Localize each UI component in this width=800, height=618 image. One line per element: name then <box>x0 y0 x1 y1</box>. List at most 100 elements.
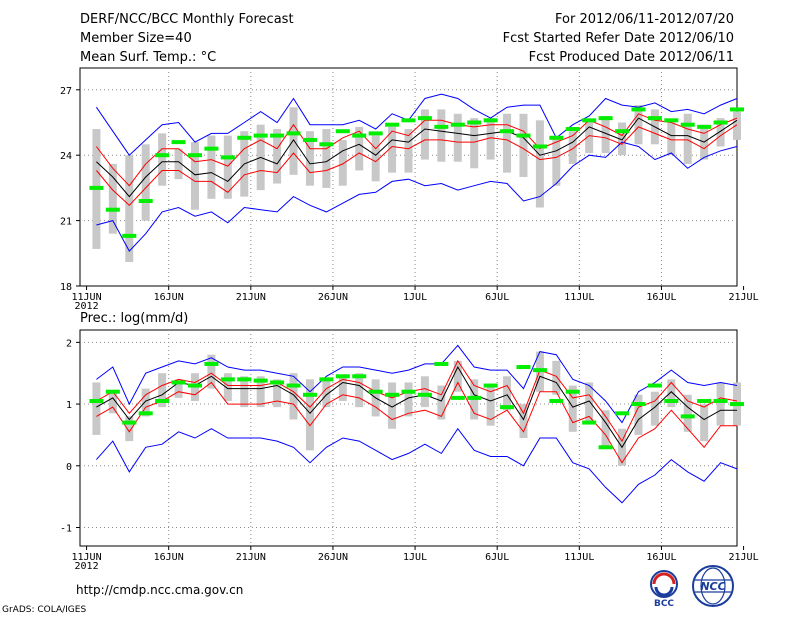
observed-marker <box>467 120 482 125</box>
spread-box <box>437 385 446 420</box>
spread-box <box>338 139 347 186</box>
spread-box <box>552 137 561 186</box>
observed-marker <box>237 377 252 382</box>
x-tick-label: 21JUL <box>729 552 759 563</box>
spread-box <box>486 385 495 426</box>
spread-box <box>683 394 692 432</box>
spread-box <box>355 373 364 408</box>
spread-box <box>601 115 610 154</box>
observed-marker <box>253 133 268 138</box>
observed-marker <box>631 107 646 112</box>
observed-marker <box>204 361 219 366</box>
spread-box <box>650 391 659 426</box>
spread-box <box>305 131 314 186</box>
spread-box <box>667 379 676 408</box>
y-tick-label: 18 <box>60 282 72 293</box>
observed-marker <box>253 378 268 383</box>
observed-marker <box>401 118 416 123</box>
x-tick-label: 16JUL <box>646 292 676 303</box>
spread-box <box>256 376 265 408</box>
spread-box <box>223 373 232 401</box>
spread-box <box>535 120 544 208</box>
observed-marker <box>697 398 712 403</box>
x-tick-label: 16JUL <box>646 552 676 563</box>
spread-box <box>273 129 282 184</box>
observed-marker <box>187 383 202 388</box>
observed-marker <box>417 392 432 397</box>
spread-box <box>289 373 298 420</box>
spread-box <box>289 107 298 175</box>
variable-label: Mean Surf. Temp.: °C <box>80 50 217 65</box>
observed-marker <box>401 389 416 394</box>
spread-box <box>420 109 429 160</box>
x-year-label: 2012 <box>75 561 99 572</box>
observed-marker <box>565 389 580 394</box>
observed-marker <box>483 383 498 388</box>
observed-marker <box>500 405 515 410</box>
bcc-logo: BCC <box>650 570 678 607</box>
observed-marker <box>615 129 630 134</box>
observed-marker <box>286 131 301 136</box>
spread-box <box>618 122 627 156</box>
observed-marker <box>302 392 317 397</box>
spread-box <box>470 118 479 169</box>
observed-marker <box>286 383 301 388</box>
spread-box <box>388 382 397 429</box>
observed-marker <box>516 133 531 138</box>
x-tick-label: 1JUL <box>403 552 427 563</box>
footer-url[interactable]: http://cmdp.ncc.cma.gov.cn <box>76 583 244 597</box>
observed-marker <box>713 398 728 403</box>
observed-marker <box>155 398 170 403</box>
observed-marker <box>105 389 120 394</box>
x-tick-label: 21JUN <box>236 292 266 303</box>
spread-box <box>371 135 380 182</box>
spread-box <box>453 360 462 392</box>
bcc-logo-text: BCC <box>654 599 674 607</box>
spread-box <box>552 360 561 395</box>
upper-line <box>96 113 738 187</box>
spread-box <box>141 388 150 417</box>
x-tick-label: 11JUN <box>72 552 102 563</box>
x-tick-label: 16JUN <box>154 552 184 563</box>
observed-marker <box>270 380 285 385</box>
spread-box <box>420 376 429 408</box>
x-tick-label: 26JUN <box>318 292 348 303</box>
spread-box <box>634 105 643 145</box>
x-tick-label: 6JUL <box>485 292 509 303</box>
spread-box <box>273 379 282 408</box>
observed-marker <box>89 398 104 403</box>
spread-box <box>601 410 610 448</box>
observed-marker <box>352 374 367 379</box>
lower-line <box>96 381 737 464</box>
observed-marker <box>697 124 712 129</box>
spread-box <box>667 122 676 156</box>
y-tick-label: 24 <box>60 151 72 162</box>
observed-marker <box>647 383 662 388</box>
spread-box <box>207 354 216 389</box>
observed-marker <box>122 420 137 425</box>
y-tick-label: 27 <box>60 86 72 97</box>
spread-box <box>733 111 741 140</box>
x-tick-label: 11JUL <box>564 552 594 563</box>
spread-box <box>634 394 643 435</box>
observed-marker <box>417 116 432 121</box>
x-tick-label: 11JUN <box>72 292 102 303</box>
observed-marker <box>171 140 186 145</box>
observed-marker <box>532 144 547 149</box>
spread-box <box>305 379 314 451</box>
observed-marker <box>155 153 170 158</box>
observed-marker <box>730 107 744 112</box>
spread-box <box>338 376 347 401</box>
x-tick-label: 11JUL <box>564 292 594 303</box>
spread-box <box>585 120 594 154</box>
observed-marker <box>713 120 728 125</box>
spread-box <box>322 129 331 188</box>
ensemble-mean-line <box>96 117 738 198</box>
observed-marker <box>631 402 646 407</box>
spread-box <box>125 416 134 442</box>
observed-marker <box>647 116 662 121</box>
ensemble-mean-line <box>96 365 737 449</box>
observed-marker <box>171 380 186 385</box>
observed-marker <box>352 133 367 138</box>
x-year-label: 2012 <box>75 301 99 312</box>
